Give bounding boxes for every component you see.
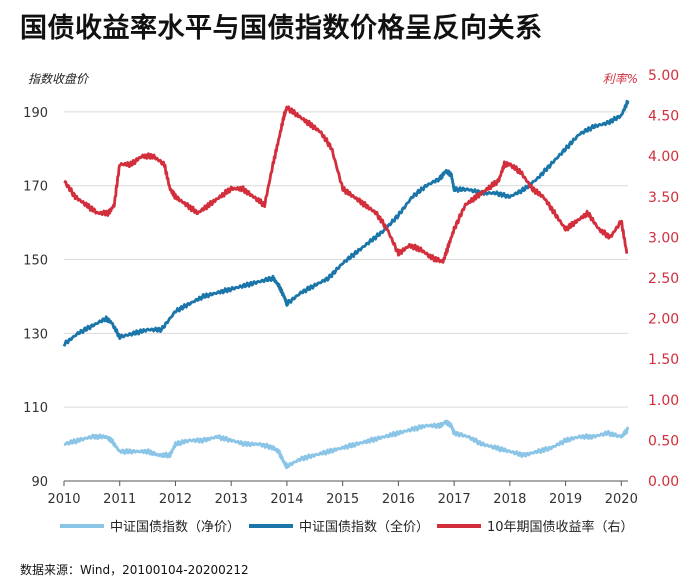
right-tick-label: 4.50 — [648, 109, 679, 125]
x-tick-label: 2020 — [605, 492, 638, 507]
left-tick-label: 90 — [31, 475, 48, 490]
x-tick-label: 2012 — [159, 492, 192, 507]
left-tick-label: 190 — [23, 106, 48, 121]
right-tick-label: 3.00 — [648, 230, 679, 246]
right-tick-label: 3.50 — [648, 190, 679, 206]
right-axis-label: 利率% — [603, 72, 638, 86]
x-tick-label: 2014 — [270, 492, 303, 507]
tick-layer: 90 110 130 150 170 190 0.00 0.50 1.00 1.50 2.00 2.5… — [23, 68, 679, 507]
series-line-yield — [63, 105, 629, 264]
legend-label-yield: 10年期国债收益率（右） — [487, 519, 634, 535]
x-tick-label: 2019 — [549, 492, 582, 507]
x-tick-label: 2010 — [47, 492, 80, 507]
right-tick-label: 1.50 — [648, 352, 679, 368]
legend-label-net-price: 中证国债指数（净价） — [110, 520, 240, 535]
chart-title: 国债收益率水平与国债指数价格呈反向关系 — [20, 13, 543, 44]
left-tick-label: 170 — [23, 180, 48, 195]
right-tick-label: 2.00 — [648, 312, 679, 328]
right-tick-label: 0.00 — [648, 474, 679, 490]
series-line-full-price — [62, 99, 630, 347]
x-tick-label: 2015 — [326, 492, 359, 507]
data-source-note: 数据来源：Wind，20100104-20200212 — [20, 563, 249, 577]
x-tick-label: 2017 — [438, 492, 471, 507]
left-axis-label: 指数收盘价 — [28, 72, 90, 86]
series-layer — [62, 99, 630, 470]
x-tick-label: 2018 — [493, 492, 526, 507]
legend-label-full-price: 中证国债指数（全价） — [299, 519, 429, 535]
left-tick-label: 150 — [23, 254, 48, 269]
right-tick-label: 5.00 — [648, 68, 679, 84]
right-tick-label: 2.50 — [648, 271, 679, 287]
left-tick-label: 110 — [23, 401, 48, 416]
right-tick-label: 4.00 — [648, 149, 679, 165]
left-tick-label: 130 — [23, 327, 48, 342]
series-line-net-price — [63, 419, 630, 470]
right-tick-label: 1.00 — [648, 393, 679, 409]
right-tick-label: 0.50 — [648, 433, 679, 449]
x-tick-label: 2016 — [382, 492, 415, 507]
legend: 中证国债指数（净价） 中证国债指数（全价） 10年期国债收益率（右） — [60, 519, 634, 535]
x-tick-label: 2011 — [103, 492, 136, 507]
x-tick-label: 2013 — [215, 492, 248, 507]
